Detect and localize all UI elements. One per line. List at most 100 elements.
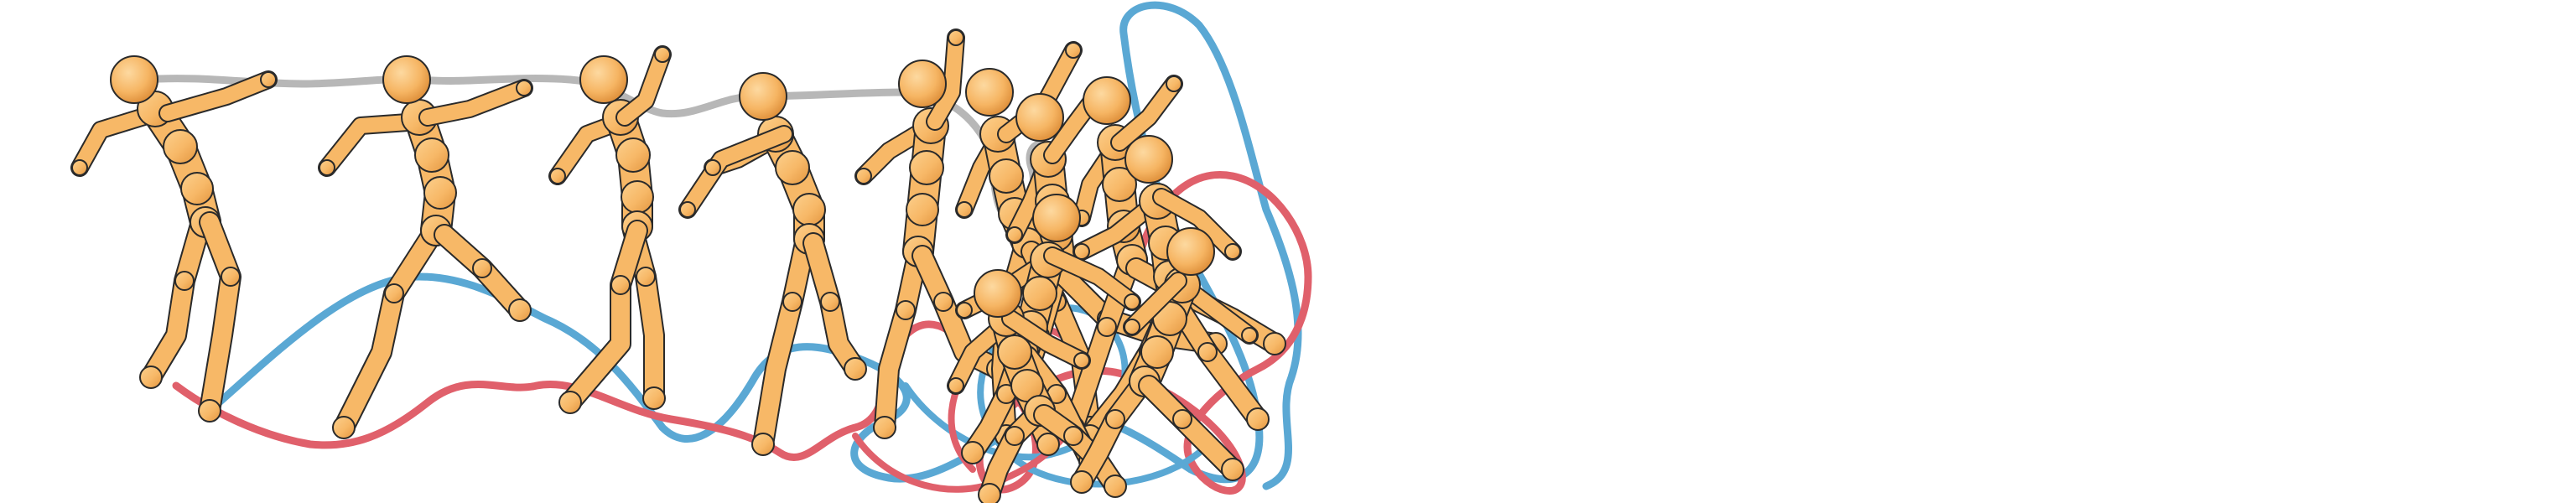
left-hand (855, 168, 872, 184)
torso-segment (163, 129, 198, 164)
torso-segment (1022, 276, 1057, 311)
head (110, 55, 158, 104)
right-knee (1197, 342, 1218, 362)
right-arm (680, 127, 792, 217)
right-foot (1221, 458, 1244, 481)
right-hand (1124, 319, 1140, 335)
right-arm (160, 72, 276, 121)
torso-segment (621, 180, 654, 214)
torso-segment (792, 193, 826, 226)
right-hand (1124, 293, 1140, 310)
head (579, 55, 628, 104)
head (1166, 227, 1215, 276)
right-arm (420, 80, 532, 125)
torso-segment (997, 334, 1032, 370)
torso-segment (909, 150, 944, 185)
right-hand (654, 46, 671, 63)
figure-pose-1 (70, 55, 278, 423)
right-hand (1224, 243, 1241, 260)
left-leg (142, 213, 210, 386)
right-hand (260, 71, 277, 88)
left-hand (1006, 226, 1023, 243)
right-hand (679, 201, 696, 218)
head (382, 55, 431, 104)
torso-segment (423, 176, 457, 210)
right-arm (1154, 189, 1240, 259)
right-knee (472, 258, 492, 278)
left-foot (1070, 470, 1093, 494)
left-hand (948, 377, 964, 394)
left-foot (751, 433, 775, 456)
torso-segment (989, 158, 1024, 194)
right-foot (1104, 474, 1127, 498)
right-leg (1035, 406, 1124, 495)
right-arm (1112, 76, 1182, 150)
right-arm (1124, 273, 1186, 334)
right-foot (1263, 332, 1286, 355)
figure-pose-11 (947, 269, 1127, 503)
head (1015, 93, 1064, 142)
torso-segment (1102, 167, 1137, 202)
left-knee (1097, 317, 1117, 337)
left-knee (782, 292, 802, 312)
right-knee (820, 292, 840, 312)
left-hand (319, 159, 335, 176)
left-knee (636, 267, 656, 287)
left-hand (71, 159, 88, 176)
right-knee (933, 292, 953, 312)
right-foot-trail (172, 171, 1312, 495)
right-hand (1065, 42, 1082, 59)
left-arm (319, 114, 427, 175)
left-knee (1105, 409, 1125, 429)
left-knee (896, 300, 916, 320)
right-arm (927, 30, 963, 129)
left-knee (174, 271, 195, 291)
torso-segment (775, 150, 810, 185)
torso (141, 95, 220, 236)
right-hand (1166, 75, 1182, 92)
head (898, 60, 947, 108)
right-foot (558, 391, 582, 414)
left-hand (956, 201, 973, 218)
right-knee (1063, 426, 1083, 446)
figures (70, 29, 1286, 503)
figure-pose-12 (1070, 227, 1259, 494)
torso-segment (414, 137, 449, 173)
right-leg (1140, 376, 1242, 479)
right-hand (516, 80, 532, 96)
torso (1101, 128, 1146, 274)
right-foot (508, 298, 532, 322)
torso (904, 111, 945, 266)
right-knee (1172, 409, 1192, 429)
right-foot (1246, 407, 1270, 431)
right-leg (913, 246, 1007, 378)
head (1083, 76, 1131, 125)
left-foot (978, 483, 1001, 503)
left-leg (1072, 376, 1150, 491)
right-hand (1073, 352, 1090, 369)
left-foot (873, 416, 896, 439)
right-arm (617, 47, 670, 125)
head (974, 269, 1022, 318)
torso-segment (1140, 335, 1174, 369)
right-leg (1169, 297, 1267, 428)
right-foot (844, 357, 867, 381)
left-leg (980, 406, 1045, 503)
left-foot (139, 366, 163, 389)
head (1124, 135, 1173, 184)
torso-segment (906, 193, 939, 226)
left-hand (956, 302, 973, 319)
left-knee (1005, 426, 1025, 446)
left-foot (1036, 433, 1060, 456)
left-knee (384, 283, 404, 303)
left-hand (1241, 327, 1258, 344)
figure-pose-4 (678, 72, 867, 456)
left-leg (875, 242, 927, 437)
right-arm (1003, 311, 1089, 368)
right-knee (610, 275, 631, 295)
right-leg (561, 221, 647, 412)
left-leg (754, 234, 814, 454)
right-leg (200, 213, 240, 420)
right-foot (198, 399, 221, 423)
